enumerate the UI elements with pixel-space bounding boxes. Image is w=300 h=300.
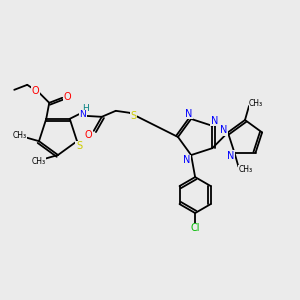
Text: N: N bbox=[80, 110, 86, 119]
Text: CH₃: CH₃ bbox=[32, 157, 46, 166]
Text: H: H bbox=[82, 104, 89, 113]
Text: S: S bbox=[76, 141, 82, 151]
Text: O: O bbox=[63, 92, 71, 102]
Text: CH₃: CH₃ bbox=[238, 165, 253, 174]
Text: O: O bbox=[32, 86, 39, 96]
Text: N: N bbox=[227, 151, 234, 160]
Text: N: N bbox=[185, 109, 193, 119]
Text: O: O bbox=[85, 130, 93, 140]
Text: S: S bbox=[131, 111, 137, 121]
Text: N: N bbox=[220, 125, 228, 135]
Text: Cl: Cl bbox=[190, 223, 200, 233]
Text: CH₃: CH₃ bbox=[249, 100, 263, 109]
Text: N: N bbox=[183, 155, 191, 165]
Text: CH₃: CH₃ bbox=[13, 131, 27, 140]
Text: N: N bbox=[211, 116, 218, 126]
